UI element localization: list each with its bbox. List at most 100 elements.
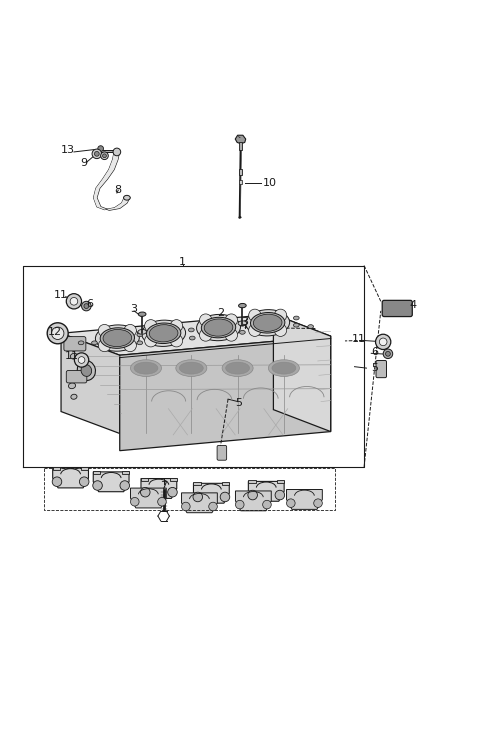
- Text: 5: 5: [371, 363, 378, 373]
- Polygon shape: [93, 472, 129, 492]
- FancyBboxPatch shape: [217, 445, 227, 460]
- Circle shape: [220, 492, 230, 502]
- Circle shape: [263, 500, 271, 509]
- Polygon shape: [235, 135, 246, 144]
- Ellipse shape: [71, 353, 77, 359]
- Circle shape: [379, 338, 387, 346]
- Ellipse shape: [222, 360, 253, 376]
- Circle shape: [82, 302, 91, 310]
- Ellipse shape: [238, 321, 247, 325]
- Circle shape: [274, 324, 287, 336]
- Ellipse shape: [137, 333, 143, 336]
- Ellipse shape: [138, 312, 146, 316]
- Ellipse shape: [77, 361, 96, 380]
- Ellipse shape: [251, 313, 285, 333]
- FancyBboxPatch shape: [382, 300, 412, 316]
- Ellipse shape: [149, 325, 178, 342]
- Polygon shape: [61, 333, 120, 433]
- Text: 6: 6: [371, 348, 378, 357]
- Circle shape: [92, 149, 102, 159]
- Circle shape: [124, 339, 136, 352]
- Circle shape: [47, 323, 68, 344]
- Circle shape: [74, 353, 89, 367]
- Bar: [53, 467, 60, 470]
- Ellipse shape: [71, 394, 77, 399]
- Ellipse shape: [134, 362, 158, 374]
- Circle shape: [236, 500, 244, 509]
- Bar: [193, 482, 201, 485]
- Circle shape: [249, 309, 261, 322]
- Circle shape: [98, 339, 111, 352]
- Circle shape: [181, 502, 190, 511]
- Ellipse shape: [146, 323, 181, 344]
- Circle shape: [274, 309, 287, 322]
- Circle shape: [314, 499, 323, 508]
- Circle shape: [98, 146, 104, 151]
- Bar: [141, 477, 148, 480]
- FancyBboxPatch shape: [376, 360, 386, 378]
- Ellipse shape: [100, 328, 134, 348]
- Polygon shape: [94, 153, 130, 210]
- Text: 13: 13: [61, 145, 75, 155]
- Polygon shape: [61, 314, 331, 355]
- Ellipse shape: [96, 325, 139, 351]
- Circle shape: [193, 492, 203, 502]
- Polygon shape: [193, 483, 229, 503]
- Circle shape: [170, 319, 183, 332]
- Text: 11: 11: [351, 333, 365, 344]
- Circle shape: [51, 327, 64, 339]
- Circle shape: [52, 477, 62, 486]
- Ellipse shape: [253, 314, 282, 331]
- Circle shape: [84, 304, 89, 308]
- Circle shape: [103, 154, 107, 158]
- Ellipse shape: [272, 362, 296, 374]
- Ellipse shape: [226, 362, 250, 374]
- Bar: [277, 480, 284, 483]
- Polygon shape: [120, 336, 331, 451]
- Polygon shape: [274, 314, 331, 431]
- Bar: [248, 480, 255, 483]
- Circle shape: [200, 329, 212, 341]
- Ellipse shape: [180, 362, 203, 374]
- Polygon shape: [131, 488, 166, 508]
- Text: 6: 6: [86, 299, 93, 309]
- Circle shape: [275, 491, 285, 500]
- Circle shape: [93, 481, 102, 491]
- Text: 2: 2: [217, 308, 225, 318]
- Polygon shape: [287, 490, 323, 509]
- Ellipse shape: [239, 216, 241, 218]
- Circle shape: [95, 151, 99, 156]
- Text: 3: 3: [241, 317, 248, 327]
- Bar: [239, 169, 242, 175]
- FancyBboxPatch shape: [66, 370, 87, 383]
- Ellipse shape: [176, 360, 207, 376]
- Ellipse shape: [137, 341, 143, 345]
- Ellipse shape: [240, 322, 245, 326]
- Circle shape: [168, 488, 177, 497]
- Polygon shape: [53, 468, 88, 488]
- Bar: [93, 471, 100, 473]
- Circle shape: [383, 349, 393, 359]
- Circle shape: [157, 497, 166, 506]
- Circle shape: [131, 497, 139, 506]
- Text: 10: 10: [263, 179, 276, 188]
- Ellipse shape: [81, 365, 92, 376]
- Circle shape: [209, 502, 217, 511]
- Circle shape: [375, 334, 391, 350]
- Ellipse shape: [142, 320, 186, 346]
- Circle shape: [120, 481, 130, 491]
- Text: 9: 9: [80, 159, 87, 168]
- Circle shape: [78, 356, 85, 363]
- Bar: [169, 477, 177, 480]
- Circle shape: [144, 334, 157, 347]
- Polygon shape: [236, 491, 271, 511]
- Circle shape: [70, 297, 78, 305]
- Ellipse shape: [69, 383, 75, 389]
- Ellipse shape: [239, 304, 246, 308]
- Circle shape: [385, 351, 390, 356]
- Circle shape: [225, 329, 238, 341]
- Ellipse shape: [197, 314, 240, 341]
- Polygon shape: [181, 493, 217, 513]
- Ellipse shape: [103, 330, 132, 347]
- Ellipse shape: [201, 317, 236, 338]
